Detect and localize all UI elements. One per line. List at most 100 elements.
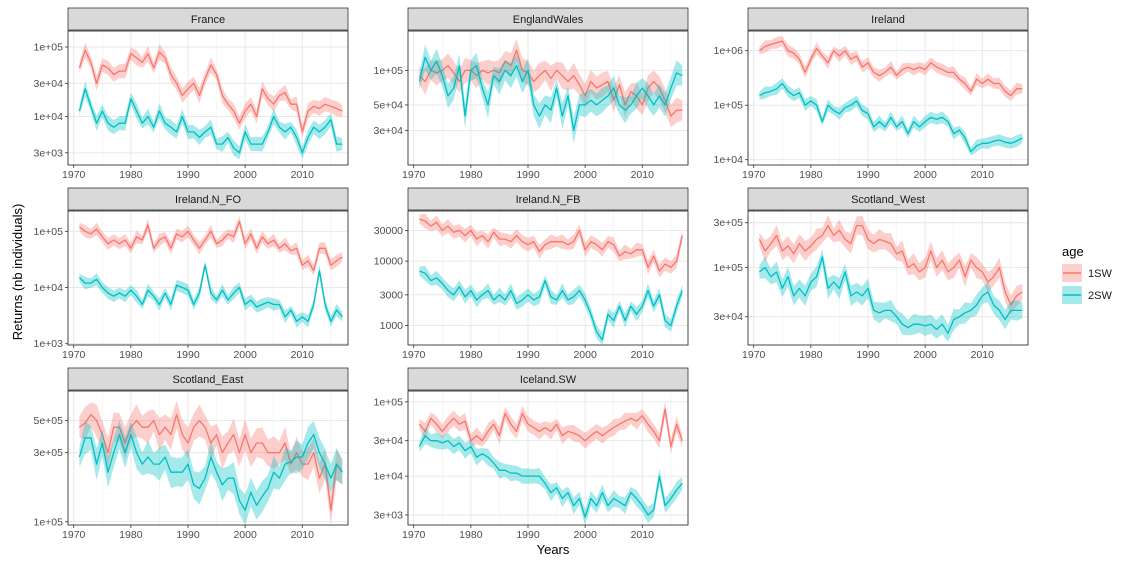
x-tick-label: 2000 [233, 349, 257, 361]
ribbon-1sw [419, 401, 683, 454]
panel-border [407, 30, 689, 166]
panel-border [407, 210, 689, 346]
y-tick-label: 3e+05 [34, 447, 64, 459]
legend-item-1sw: 1SW [1062, 264, 1112, 282]
facet-strip [407, 187, 689, 211]
x-tick-label: 2010 [631, 349, 655, 361]
series-line-1sw [78, 49, 343, 133]
x-tick-label: 1980 [119, 169, 143, 181]
panel-englandwales: EnglandWales 1970 1980 1990 2000 2010 3e+04 5e+… [374, 7, 689, 181]
facet-strip-label: Ireland [871, 14, 905, 26]
x-tick-label: 1990 [516, 529, 540, 541]
x-tick-label: 2000 [233, 169, 257, 181]
y-tick-label: 1e+03 [34, 338, 64, 350]
x-tick-label: 2010 [971, 349, 995, 361]
x-tick-label: 1970 [742, 169, 766, 181]
x-tick-label: 1990 [856, 349, 880, 361]
y-tick-label: 1e+05 [34, 42, 64, 54]
facet-strip-label: Scotland_East [173, 374, 244, 386]
x-tick-label: 1970 [62, 529, 86, 541]
facet-strip-label: Ireland.N_FB [516, 194, 581, 206]
facet-strip-label: EnglandWales [513, 14, 584, 26]
facet-strip [67, 7, 349, 31]
panel-background [408, 31, 688, 165]
facet-strip-label: Iceland.SW [520, 374, 577, 386]
series-line-2sw [418, 435, 683, 518]
series-line-1sw [79, 220, 343, 272]
y-tick-label: 3e+04 [374, 125, 404, 137]
x-tick-label: 1990 [516, 349, 540, 361]
panel-ireland: Ireland 1970 1980 1990 2000 2010 1e+04 1e+05 1e+… [714, 7, 1029, 181]
y-tick-label: 1e+04 [34, 111, 64, 123]
series-line-2sw [419, 270, 683, 341]
facet-strip [67, 367, 349, 391]
y-tick-label: 1000 [380, 320, 404, 332]
legend-title: age [1062, 244, 1084, 259]
x-tick-label: 1990 [856, 169, 880, 181]
x-tick-label: 1980 [459, 529, 483, 541]
series-line-2sw [418, 56, 683, 132]
series-line-1sw [418, 49, 683, 117]
panel-background [408, 211, 688, 345]
facet-strip [67, 187, 349, 211]
ribbon-1sw [419, 39, 683, 128]
panel-scotland-west: Scotland_West 1970 1980 1990 2000 2010 3e+04 1e… [714, 187, 1029, 361]
x-tick-label: 1980 [119, 529, 143, 541]
ribbon-2sw [79, 420, 343, 525]
series-line-1sw [758, 224, 1023, 306]
x-tick-label: 1970 [402, 529, 426, 541]
y-tick-label: 3e+03 [374, 509, 404, 521]
x-tick-label: 2000 [913, 349, 937, 361]
panel-border [67, 30, 349, 166]
x-tick-label: 2000 [233, 529, 257, 541]
series-line-1sw [418, 408, 683, 448]
panel-france: France 1970 1980 1990 2000 2010 3e+03 1e+04 3e+0… [34, 7, 349, 181]
y-tick-label: 3e+04 [374, 435, 404, 447]
panel-scotland-east: Scotland_East 1970 1980 1990 2000 2010 1e+05 3e… [34, 367, 349, 541]
y-tick-label: 1e+05 [374, 65, 404, 77]
x-tick-label: 1980 [119, 349, 143, 361]
x-tick-label: 2000 [573, 349, 597, 361]
panel-background [748, 211, 1028, 345]
x-tick-label: 2000 [573, 529, 597, 541]
x-tick-label: 2000 [913, 169, 937, 181]
y-tick-label: 1e+04 [714, 154, 744, 166]
x-tick-label: 1990 [176, 529, 200, 541]
panel-background [408, 391, 688, 525]
series-line-1sw [419, 218, 683, 272]
y-tick-label: 10000 [374, 256, 403, 268]
panel-ireland-n-fo: Ireland.N_FO 1970 1980 1990 2000 2010 1e+03 1e+… [34, 187, 349, 361]
legend-item-2sw: 2SW [1062, 286, 1112, 304]
y-tick-label: 1e+04 [34, 282, 64, 294]
panel-iceland-sw: Iceland.SW 1970 1980 1990 2000 2010 3e+03 1e+04… [374, 367, 689, 541]
series-line-2sw [78, 264, 343, 323]
panel-border [747, 30, 1029, 166]
x-tick-label: 1970 [62, 349, 86, 361]
facet-strip-label: France [191, 14, 225, 26]
y-tick-label: 1e+05 [374, 396, 404, 408]
panel-ireland-n-fb: Ireland.N_FB 1970 1980 1990 2000 2010 1000 3000… [374, 187, 689, 361]
y-tick-label: 1e+05 [34, 226, 64, 238]
figure-y-axis-label: Returns (nb individuals) [10, 204, 25, 341]
series-line-2sw [759, 256, 1023, 334]
facet-strip [407, 7, 689, 31]
x-tick-label: 1980 [799, 169, 823, 181]
facet-strip-label: Ireland.N_FO [175, 194, 241, 206]
x-tick-label: 2010 [291, 529, 315, 541]
x-tick-label: 2010 [291, 169, 315, 181]
x-tick-label: 2010 [631, 529, 655, 541]
legend-label: 2SW [1088, 290, 1112, 302]
x-tick-label: 2000 [573, 169, 597, 181]
x-tick-label: 1980 [799, 349, 823, 361]
facet-strip-label: Scotland_West [851, 194, 925, 206]
y-tick-label: 5e+05 [34, 415, 64, 427]
x-tick-label: 1970 [402, 169, 426, 181]
y-tick-label: 3e+04 [34, 78, 64, 90]
series-line-2sw [78, 433, 343, 511]
x-tick-label: 1990 [516, 169, 540, 181]
x-tick-label: 1990 [176, 349, 200, 361]
panel-border [67, 390, 349, 526]
panel-border [747, 210, 1029, 346]
